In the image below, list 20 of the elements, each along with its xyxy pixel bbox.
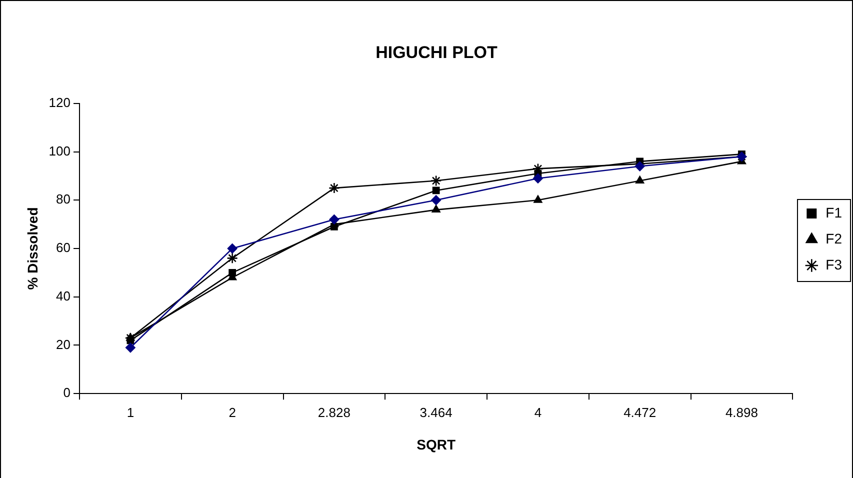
legend-label: F1	[826, 204, 842, 220]
y-tick-label: 20	[56, 336, 70, 352]
x-tick-label: 1	[126, 404, 134, 420]
y-tick-label: 40	[56, 288, 70, 304]
y-tick-label: 60	[56, 240, 70, 256]
legend-label: F2	[826, 230, 842, 246]
y-tick-label: 120	[48, 94, 70, 110]
x-tick-label: 4.472	[624, 404, 656, 420]
y-tick-label: 100	[48, 143, 70, 158]
legend-label: F3	[826, 256, 842, 272]
x-tick-label: 2.828	[318, 404, 350, 420]
y-axis-title: % Dissolved	[24, 207, 40, 290]
x-tick-label: 3.464	[420, 404, 452, 420]
x-axis-title: SQRT	[416, 436, 456, 452]
chart-title: HIGUCHI PLOT	[376, 42, 498, 62]
x-tick-label: 2	[228, 404, 236, 420]
x-tick-label: 4.898	[725, 404, 758, 420]
y-tick-label: 80	[56, 192, 70, 207]
x-tick-label: 4	[534, 404, 542, 420]
y-tick-label: 0	[63, 385, 70, 400]
